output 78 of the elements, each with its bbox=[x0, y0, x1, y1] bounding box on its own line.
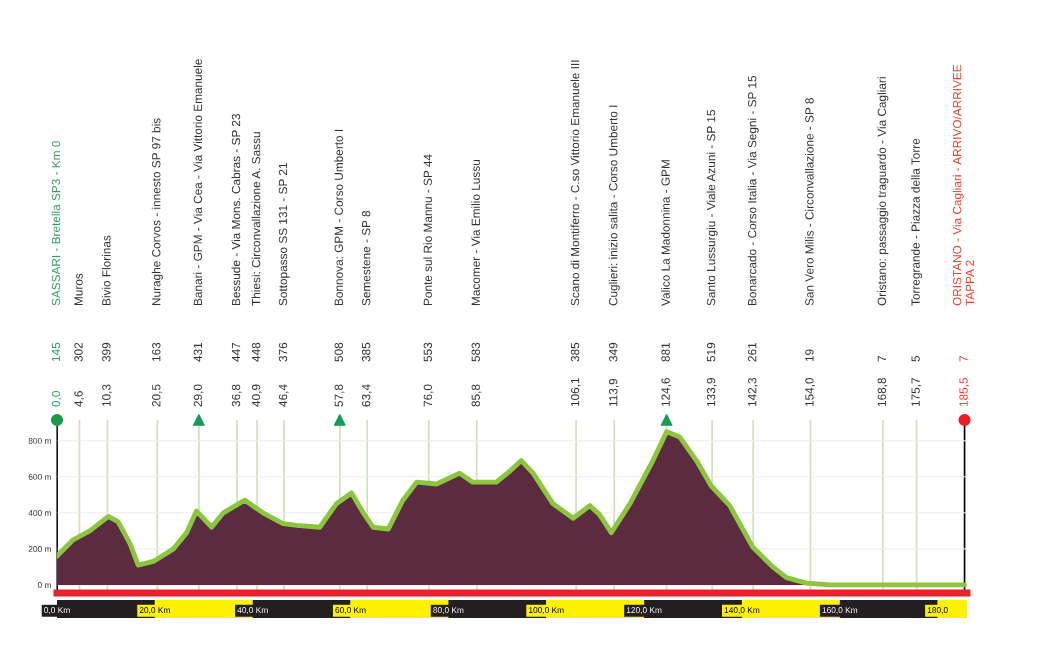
text: Banari - GPM - Via Cea - Via Vittorio Emanuele bbox=[193, 59, 203, 306]
text: 29,0 bbox=[193, 384, 204, 407]
text: 113,9 bbox=[609, 378, 619, 407]
text: Macomer - Via Emilio Lussu bbox=[471, 160, 480, 306]
text: Bivio Florinas bbox=[101, 235, 111, 306]
text: 40,9 bbox=[251, 384, 262, 407]
text: 57,8 bbox=[334, 384, 345, 407]
y-tick-label: 800 m bbox=[28, 437, 51, 444]
y-tick-label: 400 m bbox=[28, 510, 51, 516]
x-tick-label: 60,0 Km bbox=[335, 607, 366, 614]
text: SASSARI - Bretella SP3 - Km 0 bbox=[51, 141, 61, 306]
text: 376 bbox=[278, 342, 288, 362]
text: Muros bbox=[74, 273, 83, 306]
text: Cuglieri: inizio salita - Corso Umberto I bbox=[608, 105, 620, 306]
text: Bonarcado - Corso Italia - Via Segni - SP 15 bbox=[747, 75, 759, 306]
text: 142,3 bbox=[748, 377, 758, 407]
text: 168,8 bbox=[877, 377, 888, 407]
text: 154,0 bbox=[805, 377, 815, 407]
text: 10,3 bbox=[102, 384, 112, 407]
text: 106,1 bbox=[570, 378, 581, 407]
text: 36,8 bbox=[231, 384, 242, 407]
text: 46,4 bbox=[278, 384, 289, 407]
text: 583 bbox=[471, 342, 480, 362]
text: 124,6 bbox=[661, 377, 672, 407]
text: Torregrande - Piazza della Torre bbox=[911, 138, 923, 306]
text: 7 bbox=[877, 356, 886, 362]
text: 261 bbox=[748, 342, 757, 362]
x-tick-label: 80,0 Km bbox=[433, 607, 464, 614]
x-tick-label: 40,0 Km bbox=[237, 607, 268, 614]
text: Bessude - Via Mons. Cabras - SP 23 bbox=[231, 114, 241, 306]
text: 0,0 bbox=[51, 391, 62, 407]
text: 349 bbox=[609, 342, 618, 362]
text: 553 bbox=[423, 342, 432, 362]
text: Bonnova: GPM - Corso Umberto I bbox=[334, 129, 343, 306]
text: 5 bbox=[911, 355, 920, 362]
text: 448 bbox=[251, 342, 261, 362]
text: Oristano: passaggio traguardo - Via Cagliari bbox=[877, 77, 889, 306]
text: Sottopasso SS 131 - SP 21 bbox=[278, 163, 290, 306]
text: 63,4 bbox=[361, 384, 372, 407]
text: 4,6 bbox=[74, 391, 85, 407]
text: 385 bbox=[570, 342, 580, 362]
text: San Vero Milis - Circonvallazione - SP 8 bbox=[804, 98, 814, 306]
text: 20,5 bbox=[152, 384, 162, 407]
x-tick-label: 160,0 Km bbox=[822, 607, 858, 614]
x-tick-label: 100,0 Km bbox=[529, 607, 564, 614]
text: 175,7 bbox=[911, 378, 922, 407]
text: 399 bbox=[102, 342, 111, 362]
y-tick-label: 600 m bbox=[28, 473, 51, 480]
text: 447 bbox=[231, 342, 241, 362]
x-tick-label: 0,0 Km bbox=[44, 607, 70, 614]
y-tick-label: 0 m bbox=[37, 582, 51, 588]
x-tick-label: 120,0 Km bbox=[626, 607, 662, 614]
text: 133,9 bbox=[706, 378, 717, 407]
text: 881 bbox=[661, 342, 670, 362]
text: 508 bbox=[334, 342, 343, 362]
text: 385 bbox=[361, 342, 371, 362]
text: Nuraghe Corvos - innesto SP 97 bis bbox=[151, 118, 163, 306]
text: 7 bbox=[959, 356, 968, 362]
x-tick-label: 140,0 Km bbox=[724, 607, 760, 614]
text: Thiesi: Circonvallazione A. Sassu bbox=[251, 132, 261, 306]
x-tick-label: 180,0 bbox=[927, 607, 948, 614]
text: 163 bbox=[152, 342, 161, 362]
text: 76,0 bbox=[423, 384, 434, 407]
text: Semestene - SP 8 bbox=[361, 210, 371, 306]
text: 519 bbox=[706, 342, 716, 362]
x-tick-label: 20,0 Km bbox=[139, 607, 170, 614]
text: 145 bbox=[51, 342, 61, 362]
text: 185,5 bbox=[959, 377, 970, 407]
text: Ponte sul Rio Mannu - SP 44 bbox=[423, 154, 432, 306]
text: Scano di Montiferro - C.so Vittorio Emanuele III bbox=[570, 60, 580, 306]
text: Santo Lussurgiu - Viale Azuni - SP 15 bbox=[706, 110, 718, 306]
text: ORISTANO - Via Cagliari - ARRIVO/ARRIVEE TAPPA 2 bbox=[952, 64, 974, 306]
text: Valico La Madonnina - GPM bbox=[661, 160, 670, 306]
text: 19 bbox=[805, 349, 814, 362]
y-tick-label: 200 m bbox=[28, 546, 51, 552]
text: 302 bbox=[74, 342, 83, 362]
text: 85,8 bbox=[471, 384, 482, 407]
text: 431 bbox=[193, 342, 203, 362]
